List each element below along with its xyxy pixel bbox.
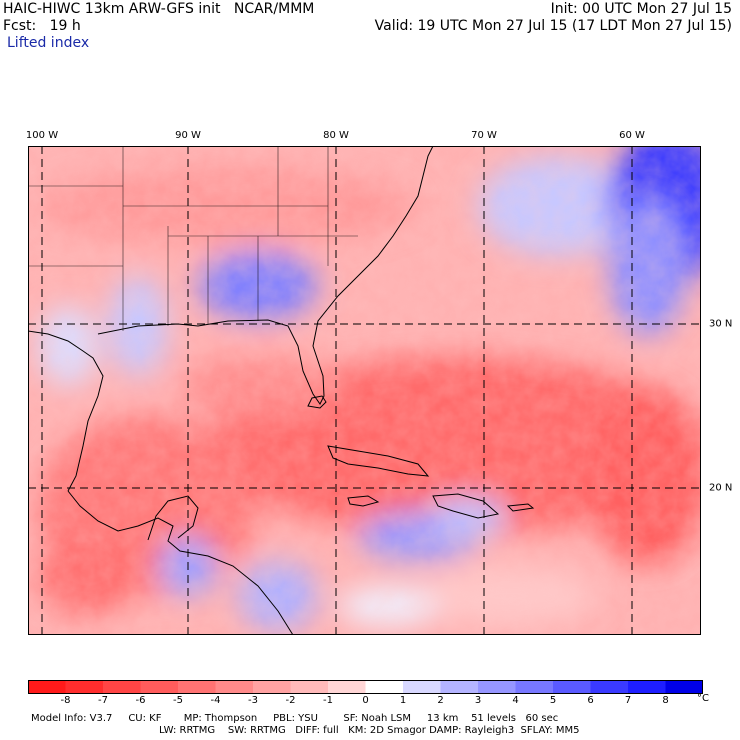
graticule (28, 146, 701, 635)
colorbar-swatch (665, 680, 703, 694)
colorbar-tick-label: 0 (362, 695, 369, 706)
model-title: HAIC-HIWC 13km ARW-GFS init NCAR/MMM (3, 1, 315, 17)
colorbar-swatch (403, 680, 441, 694)
colorbar-swatch (253, 680, 291, 694)
colorbar-swatch (103, 680, 141, 694)
lon-label-80w: 80 W (323, 130, 349, 141)
forecast-hour: Fcst: 19 h (3, 18, 81, 34)
colorbar-tick-label: 2 (437, 695, 444, 706)
colorbar-swatch (178, 680, 216, 694)
colorbar-tick-label: 8 (662, 695, 669, 706)
valid-time: Valid: 19 UTC Mon 27 Jul 15 (17 LDT Mon … (374, 18, 732, 34)
colorbar-swatch (215, 680, 254, 694)
colorbar-tick-label: -6 (135, 695, 146, 706)
colorbar-swatch (65, 680, 104, 694)
colorbar-unit: °C (697, 693, 709, 704)
colorbar-tick-label: -4 (210, 695, 221, 706)
colorbar-swatch (478, 680, 516, 694)
colorbar-swatch (140, 680, 179, 694)
colorbar-swatch (515, 680, 554, 694)
colorbar-tick-label: 7 (624, 695, 632, 706)
colorbar-swatch (290, 680, 329, 694)
colorbar-tick-label: 3 (474, 695, 482, 706)
colorbar-tick-label: -7 (98, 695, 108, 706)
lon-label-70w: 70 W (471, 130, 497, 141)
lat-label-30n: 30 N (709, 318, 733, 330)
coastlines (28, 146, 535, 635)
colorbar-tick-label: -1 (323, 695, 333, 706)
colorbar-swatch (365, 680, 404, 694)
lon-label-60w: 60 W (619, 130, 645, 141)
field-texture (28, 146, 701, 635)
colorbar-tick-label: -3 (248, 695, 258, 706)
colorbar-tick-label: 4 (512, 695, 519, 706)
colorbar (28, 680, 703, 694)
model-info-line1: Model Info: V3.7 CU: KF MP: Thompson PBL… (31, 713, 559, 724)
colorbar-tick-label: 5 (549, 695, 557, 706)
colorbar-tick-label: 6 (587, 695, 594, 706)
colorbar-swatch (328, 680, 366, 694)
colorbar-swatch (440, 680, 479, 694)
lon-label-100w: 100 W (25, 130, 59, 141)
colorbar-swatch (28, 680, 66, 694)
colorbar-tick-label: 1 (399, 695, 407, 706)
field-name: Lifted index (7, 35, 90, 51)
state-borders (28, 146, 358, 331)
lifted-index-map (28, 146, 701, 635)
colorbar-swatch (553, 680, 591, 694)
model-info-line2: LW: RRTMG SW: RRTMG DIFF: full KM: 2D Sm… (159, 725, 580, 736)
colorbar-tick-label: -8 (60, 695, 71, 706)
colorbar-tick-label: -2 (285, 695, 296, 706)
map-border (28, 146, 701, 635)
lon-label-90w: 90 W (175, 130, 201, 141)
lat-label-20n: 20 N (709, 482, 733, 494)
init-time: Init: 00 UTC Mon 27 Jul 15 (550, 1, 732, 17)
colorbar-tick-label: -5 (173, 695, 183, 706)
colorbar-swatch (590, 680, 629, 694)
colorbar-swatch (628, 680, 666, 694)
